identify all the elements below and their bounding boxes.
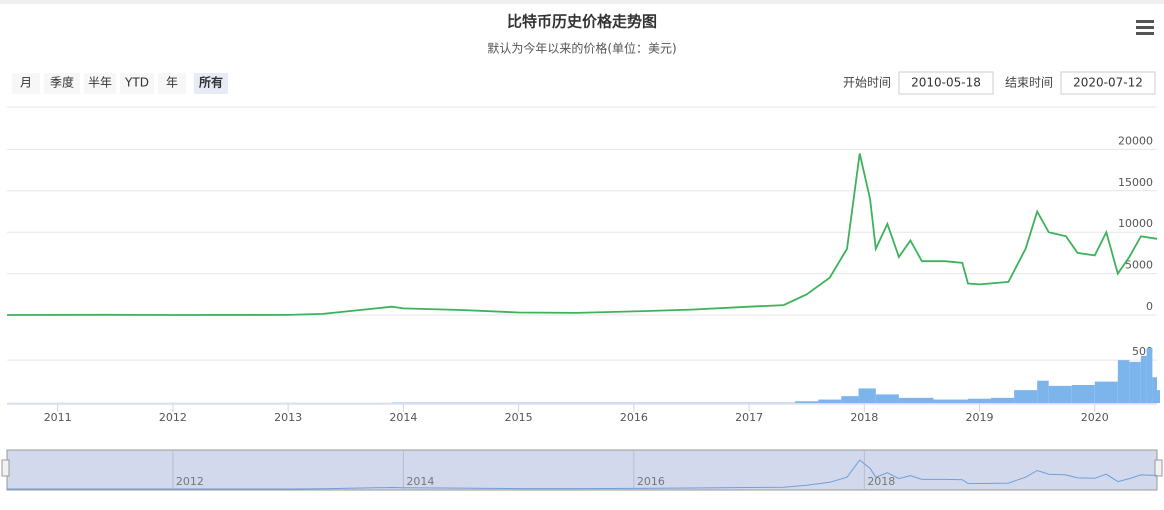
end-label: 结束时间 [1005,76,1053,90]
volume-bar [899,398,934,403]
volume-bar [841,396,858,403]
volume-bar [991,398,1014,403]
navigator-handle[interactable] [1155,460,1162,476]
volume-bar [1141,356,1147,403]
navigator-tick-label: 2014 [406,475,434,488]
volume-bar [1157,390,1160,403]
y-tick-label: 0 [1146,300,1153,313]
x-tick-label: 2015 [505,411,533,424]
y-tick-label: 20000 [1118,134,1153,147]
navigator-tick-label: 2018 [867,475,895,488]
menu-bar [1136,26,1154,29]
end-date[interactable]: 2020-07-12 [1073,76,1143,90]
range-button-label[interactable]: 半年 [88,76,112,90]
volume-bar [1118,360,1130,403]
volume-bar [859,388,876,403]
volume-bar [1129,362,1141,403]
x-tick-label: 2019 [966,411,994,424]
navigator-tick-label: 2012 [176,475,204,488]
volume-bar [1152,377,1157,403]
menu-button[interactable] [1136,20,1154,35]
volume-bar [818,400,841,403]
y-tick-label: 15000 [1118,176,1153,189]
top-bar [0,0,1164,4]
volume-bar [1072,385,1095,403]
volume-bar [1095,382,1118,403]
range-button-label[interactable]: 月 [20,76,32,90]
range-button-label[interactable]: 年 [166,76,178,90]
volume-bar [1049,386,1072,403]
chart-title: 比特币历史价格走势图 [507,13,657,31]
volume-bar [1147,348,1153,403]
x-tick-label: 2017 [735,411,763,424]
x-tick-label: 2011 [44,411,72,424]
range-button-label[interactable]: 季度 [50,75,74,90]
x-tick-label: 2020 [1081,411,1109,424]
start-label: 开始时间 [843,76,891,90]
volume-bar [1037,381,1049,403]
navigator-tick-label: 2016 [637,475,665,488]
chart-subtitle: 默认为今年以来的价格(单位：美元) [487,41,676,56]
volume-bar [795,401,818,403]
navigator-handle[interactable] [2,460,9,476]
x-tick-label: 2018 [850,411,878,424]
y-tick-label: 10000 [1118,217,1153,230]
range-button-label[interactable]: 所有 [199,75,223,90]
price-line [7,154,1157,316]
y-tick-label: 5000 [1125,259,1153,272]
volume-bar [1014,390,1037,403]
range-button-label[interactable]: YTD [124,76,149,90]
volume-bar [968,399,991,403]
menu-bar [1136,20,1154,23]
volume-bar [933,400,968,403]
x-tick-label: 2016 [620,411,648,424]
menu-bar [1136,32,1154,35]
volume-bar [876,394,899,403]
x-tick-label: 2013 [274,411,302,424]
start-date[interactable]: 2010-05-18 [911,76,981,90]
x-tick-label: 2014 [389,411,417,424]
x-tick-label: 2012 [159,411,187,424]
